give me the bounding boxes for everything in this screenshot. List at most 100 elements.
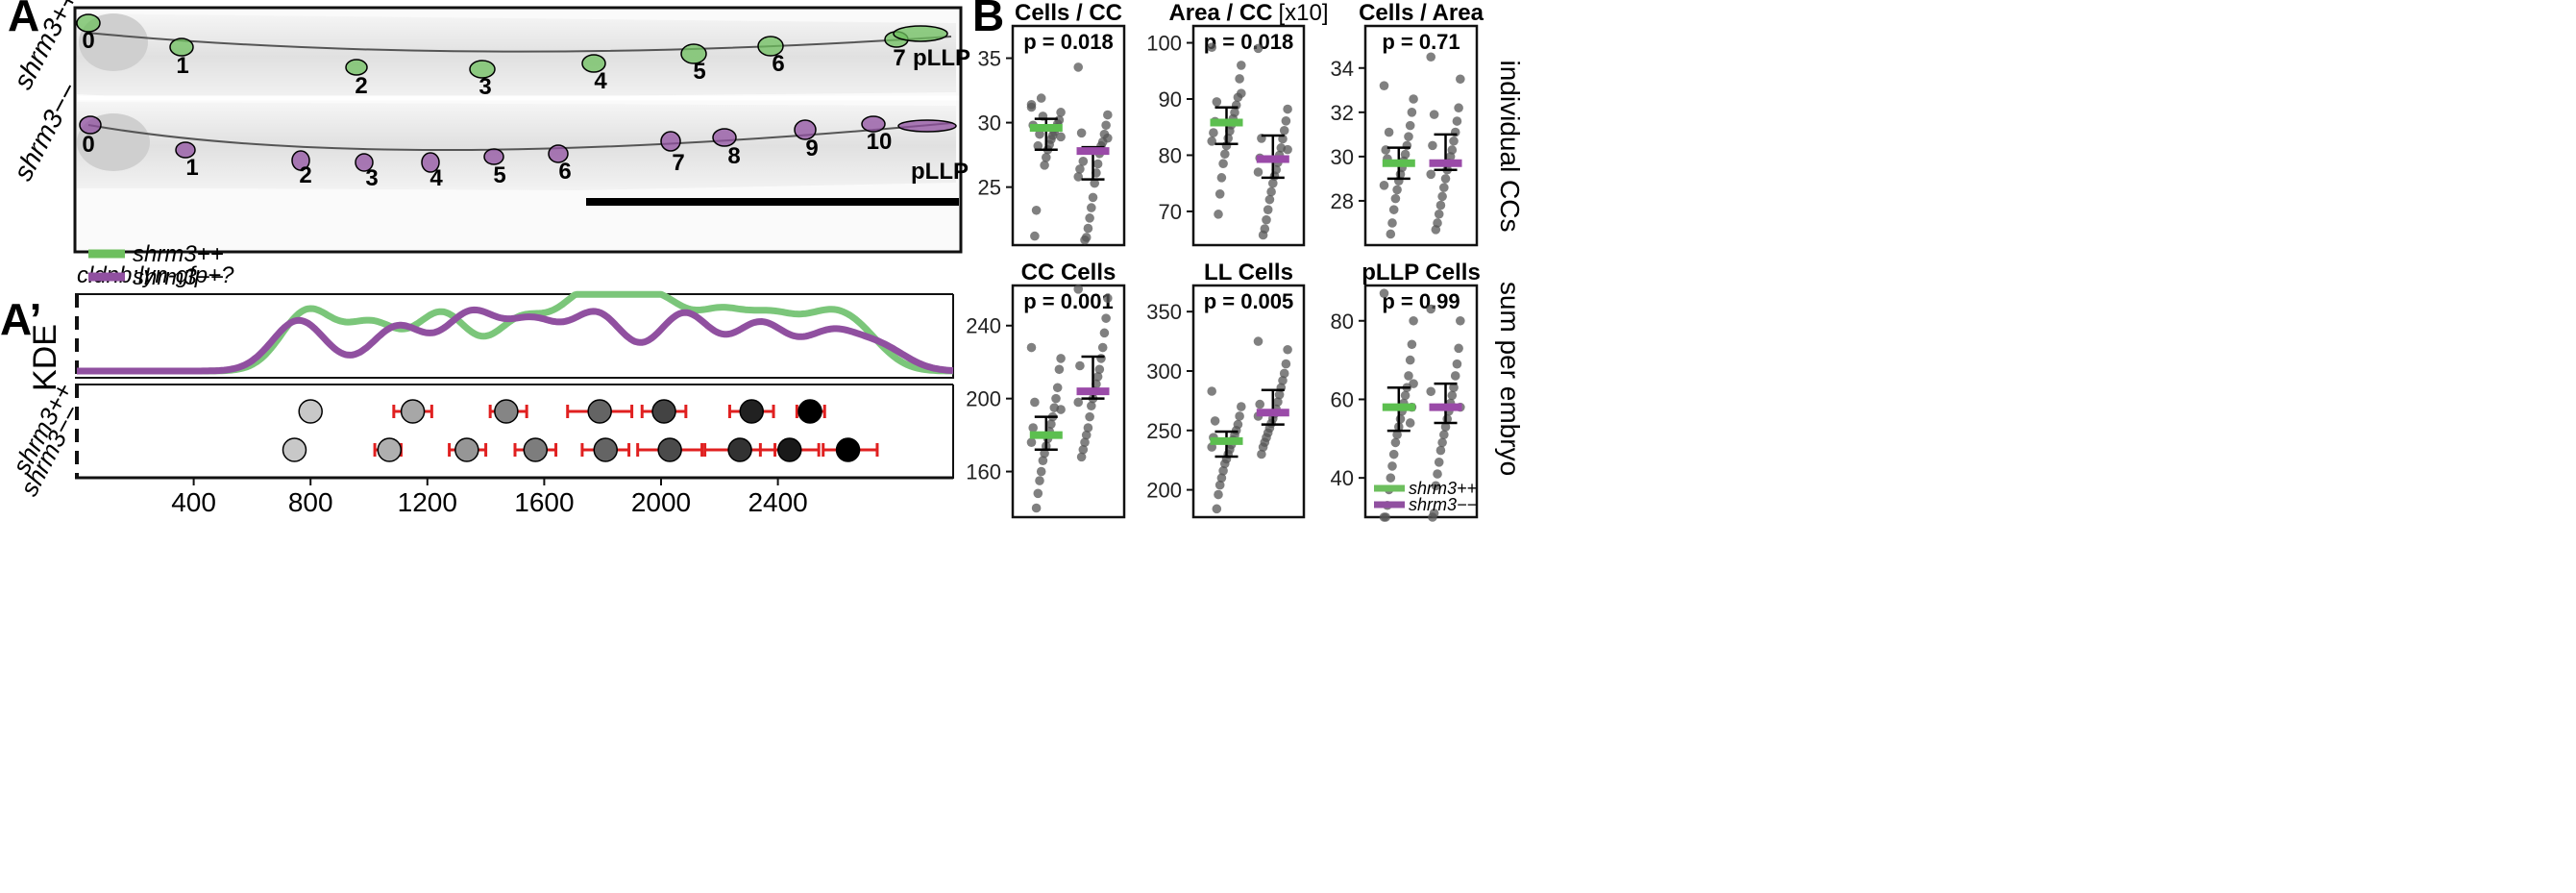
data-point — [1439, 430, 1449, 440]
data-point — [1214, 489, 1223, 500]
data-point — [1075, 360, 1085, 371]
stripplot-1: Area / CC [x10] p = 0.018 70 80 90 100 — [1146, 0, 1329, 247]
x-tick-label: 400 — [171, 487, 216, 517]
data-point — [1237, 61, 1246, 70]
data-point — [1454, 343, 1463, 354]
data-point — [1092, 159, 1103, 169]
data-point — [1056, 354, 1066, 363]
x-tick-label: 2000 — [631, 487, 691, 517]
cell-cluster-marker — [76, 13, 101, 33]
b-legend-label-wt: shrm3++ — [1409, 479, 1477, 498]
data-point — [1056, 132, 1066, 142]
cell-cluster-marker — [345, 59, 368, 76]
data-point — [1210, 416, 1220, 426]
cc-label: 0 — [82, 28, 94, 54]
panel-b-legend: shrm3++ shrm3−− — [1374, 479, 1477, 514]
stripplot-4: LL Cells p = 0.005 200 250 300 350 — [1146, 260, 1306, 519]
cc-label: 3 — [365, 165, 378, 191]
data-point — [1440, 174, 1451, 184]
cc-position-dot — [777, 437, 802, 462]
y-tick-label: 70 — [1159, 200, 1182, 224]
data-point — [1262, 214, 1271, 225]
data-point — [1388, 449, 1399, 459]
data-point — [1090, 178, 1100, 188]
data-point — [1092, 372, 1103, 382]
cc-position-dot — [400, 399, 426, 424]
data-point — [1437, 437, 1447, 448]
data-point — [1379, 81, 1389, 90]
data-point — [1407, 108, 1417, 117]
data-point — [1087, 203, 1096, 212]
y-tick-label: 32 — [1331, 101, 1354, 125]
data-point — [1426, 52, 1436, 62]
data-point — [1392, 430, 1402, 440]
cc-position-chart: shrm3++ shrm3−− 400 800 1200 1600 2000 2400 — [7, 378, 954, 517]
cell-cluster-marker — [897, 119, 957, 133]
plot-frame — [1191, 284, 1306, 519]
cc-label: 1 — [185, 155, 198, 181]
cell-cluster-marker — [581, 54, 606, 73]
data-point — [1218, 466, 1228, 476]
plot-title: Cells / Area — [1359, 0, 1484, 26]
data-point — [1447, 390, 1458, 401]
data-point — [1073, 284, 1084, 294]
data-point — [1026, 437, 1037, 447]
cc-position-dot — [651, 399, 676, 424]
data-point — [1283, 344, 1292, 355]
cell-cluster-marker — [355, 153, 374, 172]
plot-frame — [1363, 24, 1479, 247]
data-point — [1390, 437, 1401, 448]
cc-position-dot — [727, 437, 752, 462]
data-point — [1429, 110, 1439, 119]
cell-cluster-marker — [469, 60, 496, 79]
genotype-label-bottom: shrm3−− — [8, 78, 84, 186]
data-point — [1085, 213, 1094, 223]
data-point — [1392, 185, 1402, 195]
data-point — [1395, 414, 1406, 424]
data-point — [1038, 456, 1048, 465]
data-point — [1409, 379, 1418, 388]
cell-cluster-marker — [548, 144, 569, 163]
data-point — [1080, 437, 1090, 447]
x-tick-label: 800 — [288, 487, 333, 517]
data-point — [1073, 62, 1084, 72]
data-point — [1456, 74, 1465, 85]
data-point — [1214, 480, 1225, 490]
data-point — [1426, 169, 1436, 180]
p-value: p = 0.001 — [1023, 289, 1114, 313]
kde-plot-area — [75, 292, 953, 379]
cc-position-dot — [739, 399, 764, 424]
data-point — [1274, 389, 1285, 400]
data-point — [1390, 193, 1401, 204]
data-point — [1407, 339, 1417, 350]
y-tick-label: 240 — [966, 314, 1001, 338]
data-point — [1046, 419, 1056, 430]
data-point — [1103, 133, 1113, 143]
cell-cluster-marker — [893, 25, 948, 42]
cell-cluster-marker — [712, 128, 737, 147]
data-point — [1273, 397, 1283, 407]
cc-label: 5 — [693, 59, 705, 85]
data-point — [1253, 336, 1263, 346]
data-point — [1283, 104, 1292, 114]
data-point — [1440, 422, 1451, 432]
data-point — [1099, 328, 1110, 338]
cell-cluster-marker — [794, 119, 817, 140]
plot-title: CC Cells — [1021, 260, 1116, 285]
data-point — [1258, 230, 1268, 240]
data-point — [1031, 503, 1042, 513]
data-point — [1279, 368, 1289, 379]
plot-title: LL Cells — [1204, 260, 1293, 285]
data-point — [1042, 153, 1051, 162]
data-point — [1386, 229, 1396, 239]
data-point — [1379, 181, 1389, 190]
cc-position-dot — [454, 437, 479, 462]
data-point — [1433, 469, 1442, 479]
y-tick-label: 200 — [966, 387, 1001, 411]
data-point — [1409, 315, 1418, 326]
data-point — [1263, 205, 1273, 214]
x-tick-label: 1600 — [514, 487, 574, 517]
data-point — [1085, 411, 1094, 422]
plot-frame — [1011, 284, 1126, 519]
stripplot-0: Cells / CC p = 0.018 25 30 35 — [978, 0, 1126, 247]
